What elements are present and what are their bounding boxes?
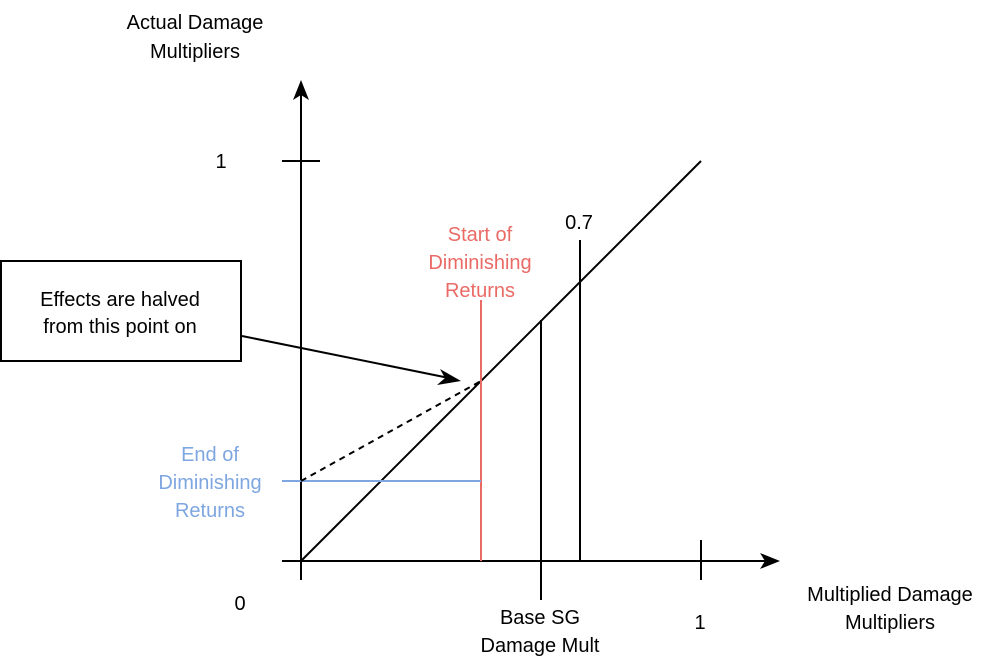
- base-label-line1: Base SG: [500, 607, 580, 629]
- x-tick-one-label: 1: [694, 612, 705, 634]
- callout-arrow: [241, 335, 450, 379]
- x-axis-arrowhead: [760, 553, 780, 569]
- end-label-line3: Returns: [175, 500, 245, 522]
- y-axis-arrowhead: [293, 80, 309, 100]
- start-label-line3: Returns: [445, 280, 515, 302]
- origin-label: 0: [234, 593, 245, 615]
- y-axis-label-line2: Multipliers: [150, 41, 240, 63]
- callout-line1: Effects are halved: [40, 289, 200, 311]
- halved-dashed-line: [300, 380, 482, 482]
- end-label-line1: End of: [181, 444, 239, 466]
- callout-line2: from this point on: [43, 316, 196, 338]
- y-axis-label-line1: Actual Damage: [127, 12, 264, 34]
- start-label-line2: Diminishing: [428, 252, 531, 274]
- end-label-line2: Diminishing: [158, 472, 261, 494]
- y-tick-one-label: 1: [215, 151, 226, 173]
- identity-line: [300, 160, 702, 562]
- callout-arrowhead: [437, 369, 461, 385]
- callout-box: [0, 260, 242, 362]
- seven-tenths-label: 0.7: [565, 212, 593, 234]
- x-axis-label-line2: Multipliers: [845, 612, 935, 634]
- x-axis-label-line1: Multiplied Damage: [807, 584, 973, 606]
- base-label-line2: Damage Mult: [481, 635, 600, 657]
- start-label-line1: Start of: [448, 224, 513, 246]
